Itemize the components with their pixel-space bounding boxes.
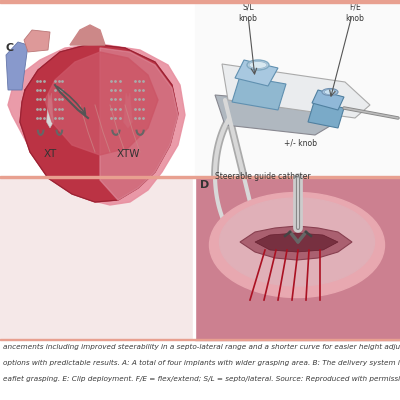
Polygon shape — [51, 67, 69, 128]
Polygon shape — [104, 67, 127, 128]
Polygon shape — [6, 42, 28, 90]
Polygon shape — [312, 90, 344, 110]
Polygon shape — [124, 93, 132, 128]
Text: XTW: XTW — [116, 149, 140, 159]
Bar — [195, 3, 400, 178]
Polygon shape — [47, 93, 53, 128]
Text: S/L
knob: S/L knob — [238, 3, 258, 23]
Text: XT: XT — [43, 149, 57, 159]
Text: ancements including improved steerability in a septo-lateral range and a shorter: ancements including improved steerabilit… — [3, 344, 400, 350]
Polygon shape — [255, 233, 338, 252]
Polygon shape — [235, 60, 278, 86]
Ellipse shape — [210, 192, 384, 298]
Polygon shape — [8, 44, 185, 205]
Polygon shape — [222, 64, 370, 118]
Polygon shape — [24, 30, 50, 52]
Text: Steerable guide catheter: Steerable guide catheter — [215, 172, 311, 181]
Text: eaflet grasping. E: Clip deployment. F/E = flex/extend; S/L = septo/lateral. Sou: eaflet grasping. E: Clip deployment. F/E… — [3, 376, 400, 382]
Ellipse shape — [220, 198, 374, 286]
Ellipse shape — [249, 62, 267, 68]
Text: C: C — [5, 43, 13, 53]
Bar — [195, 178, 400, 340]
Bar — [193, 178, 195, 340]
Ellipse shape — [247, 60, 269, 70]
Bar — [0, 3, 195, 178]
Ellipse shape — [324, 90, 336, 94]
Text: D: D — [200, 180, 209, 190]
Polygon shape — [45, 52, 158, 155]
Text: options with predictable results. A: A total of four implants with wider graspin: options with predictable results. A: A t… — [3, 360, 400, 366]
Bar — [0, 178, 195, 340]
Polygon shape — [308, 102, 344, 128]
Polygon shape — [215, 95, 340, 135]
Polygon shape — [70, 25, 105, 45]
Ellipse shape — [322, 88, 338, 96]
Polygon shape — [129, 67, 152, 128]
Polygon shape — [240, 226, 352, 260]
Text: +/- knob: +/- knob — [284, 138, 316, 147]
Bar — [195, 178, 400, 340]
Text: F/E
knob: F/E knob — [346, 3, 364, 23]
Bar — [0, 338, 400, 340]
Bar — [0, 0, 400, 3]
Bar — [0, 340, 400, 400]
Polygon shape — [20, 44, 178, 202]
Bar — [0, 176, 400, 178]
Polygon shape — [31, 67, 49, 128]
Polygon shape — [232, 76, 286, 110]
Polygon shape — [100, 48, 178, 200]
